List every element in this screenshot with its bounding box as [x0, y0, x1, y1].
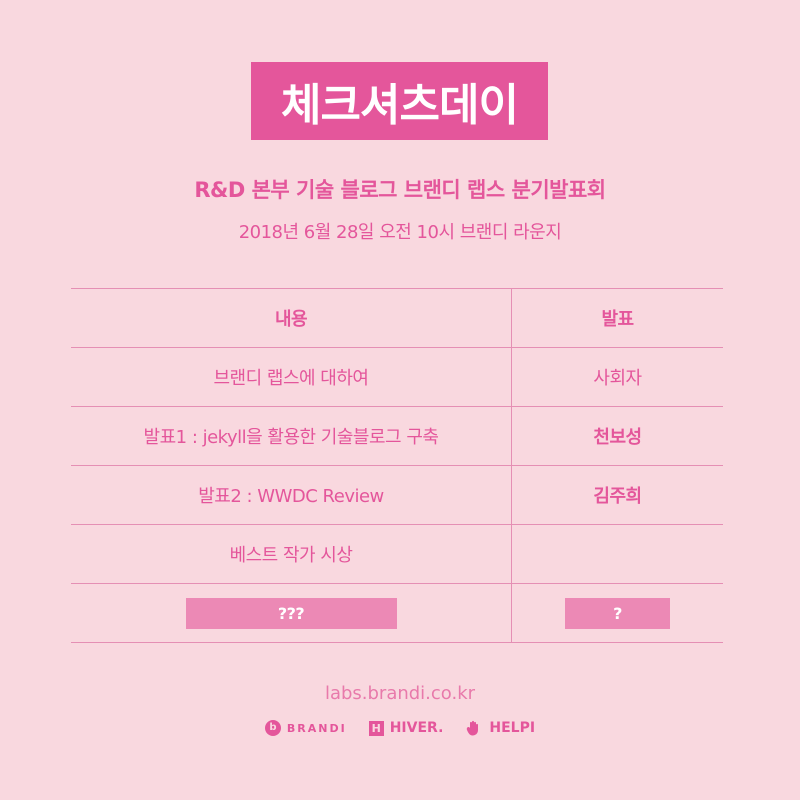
hiver-logo: H HIVER.: [368, 720, 444, 736]
schedule-row: 베스트 작가 시상: [71, 525, 723, 584]
brandi-label: BRANDI: [286, 721, 347, 735]
helpi-label: HELPI: [489, 720, 536, 736]
schedule-speaker: 김주희: [593, 486, 642, 507]
schedule-speaker: 천보성: [593, 427, 642, 448]
schedule-row: 브랜디 랩스에 대하여 사회자: [71, 348, 723, 407]
helpi-logo: HELPI: [465, 720, 535, 736]
schedule-content: 발표2 : WWDC Review: [71, 466, 512, 524]
schedule-content: 베스트 작가 시상: [71, 525, 512, 583]
header-speaker: 발표: [601, 309, 634, 330]
schedule-content-cell: ???: [71, 584, 512, 642]
schedule-speaker: 사회자: [593, 368, 642, 389]
schedule-table: 내용 발표 브랜디 랩스에 대하여 사회자 발표1 : jekyll을 활용한 …: [71, 288, 723, 643]
hidden-content-box: ???: [185, 597, 397, 629]
hiver-label: HIVER.: [389, 720, 444, 736]
schedule-row: 발표2 : WWDC Review 김주희: [71, 466, 723, 525]
schedule-row: 발표1 : jekyll을 활용한 기술블로그 구축 천보성: [71, 407, 723, 466]
schedule-content: 발표1 : jekyll을 활용한 기술블로그 구축: [71, 407, 512, 465]
schedule-header-row: 내용 발표: [71, 289, 723, 348]
brandi-logo: b BRANDI: [264, 720, 347, 736]
brand-logos: b BRANDI H HIVER. HELPI: [0, 720, 800, 736]
event-title-banner: 체크셔츠데이: [251, 62, 548, 140]
hidden-speaker-box: ?: [565, 597, 670, 629]
schedule-content: 브랜디 랩스에 대하여: [71, 348, 512, 406]
website-url: labs.brandi.co.kr: [324, 683, 476, 704]
brandi-logo-icon: b: [264, 720, 281, 736]
helpi-logo-icon: [467, 720, 479, 736]
header-content: 내용: [71, 289, 512, 347]
event-title: 체크셔츠데이: [281, 80, 519, 131]
event-subtitle: R&D 본부 기술 블로그 브랜디 랩스 분기발표회: [194, 178, 606, 202]
schedule-row-hidden: ??? ?: [71, 584, 723, 643]
schedule-speaker-cell: ?: [512, 584, 723, 642]
hiver-logo-icon: H: [368, 720, 384, 736]
event-datetime: 2018년 6월 28일 오전 10시 브랜디 라운지: [238, 222, 562, 243]
schedule-speaker: [512, 525, 723, 583]
